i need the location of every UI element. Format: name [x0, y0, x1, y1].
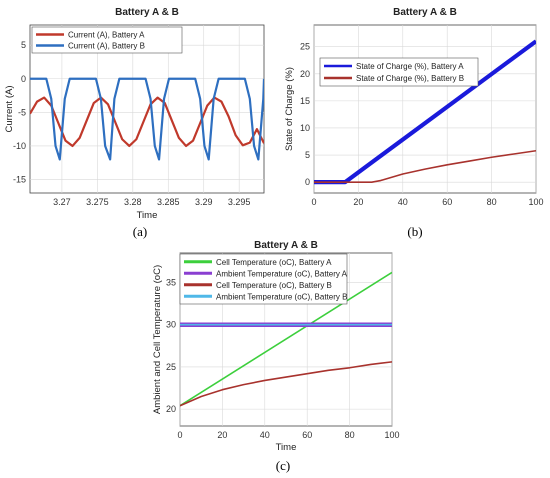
legend-entry: Cell Temperature (oC), Battery B: [216, 281, 332, 290]
x-tick-label: 60: [302, 430, 312, 440]
series-line-1: [180, 271, 392, 407]
x-axis-label: Time: [137, 210, 158, 221]
legend-entry: Cell Temperature (oC), Battery A: [216, 258, 332, 267]
y-tick-label: -15: [13, 175, 26, 185]
y-tick-label: 5: [305, 150, 310, 160]
series-line-1: [30, 96, 264, 148]
y-tick-label: 0: [21, 74, 26, 84]
legend-entry: Ambient Temperature (oC), Battery B: [216, 292, 347, 301]
series-line-2: [314, 149, 536, 183]
x-tick-label: 40: [398, 197, 408, 207]
legend-entry: State of Charge (%), Battery A: [356, 62, 464, 71]
y-axis-label: Current (A): [4, 86, 15, 133]
y-tick-label: 20: [166, 404, 176, 414]
chart-panel-3: 0 20 40 60 80 100 20 25 30 35 Battery A & B Time Amb…: [152, 240, 400, 473]
y-tick-label: 20: [300, 69, 310, 79]
legend-entry: Current (A), Battery B: [68, 42, 145, 51]
x-tick-label: 3.29: [195, 197, 213, 207]
y-tick-label: 10: [300, 123, 310, 133]
chart-title: Battery A & B: [393, 7, 457, 18]
x-tick-label: 0: [177, 430, 182, 440]
legend: Current (A), Battery A Current (A), Batte…: [31, 26, 183, 54]
series-line-3: [180, 361, 392, 407]
y-tick-label: 0: [305, 177, 310, 187]
plot-area: [313, 24, 537, 194]
x-tick-label: 3.285: [157, 197, 180, 207]
panel-label: (a): [133, 224, 147, 239]
y-axis-label: Ambient and Cell Temperature (oC): [152, 265, 163, 414]
legend: Cell Temperature (oC), Battery A Ambient …: [179, 253, 348, 305]
chart-panel-1: 3.27 3.275 3.28 3.285 3.29 3.295 5 0 -5 -10 -15 Bat…: [4, 7, 265, 239]
series-line-2: [30, 77, 264, 161]
x-tick-label: 20: [353, 197, 363, 207]
x-tick-label: 3.275: [86, 197, 109, 207]
legend-entry: State of Charge (%), Battery B: [356, 74, 464, 83]
y-tick-label: 5: [21, 40, 26, 50]
x-axis-label: Time: [276, 442, 297, 453]
x-tick-label: 3.28: [124, 197, 142, 207]
y-tick-label: 25: [166, 362, 176, 372]
x-tick-label: 100: [528, 197, 543, 207]
y-tick-label: -10: [13, 141, 26, 151]
x-tick-label: 0: [311, 197, 316, 207]
chart-title: Battery A & B: [115, 7, 179, 18]
legend: State of Charge (%), Battery A State of C…: [319, 57, 479, 87]
x-tick-label: 20: [217, 430, 227, 440]
y-tick-label: 25: [300, 42, 310, 52]
panel-label: (c): [276, 458, 290, 473]
y-tick-label: 35: [166, 278, 176, 288]
legend-entry: Ambient Temperature (oC), Battery A: [216, 269, 348, 278]
x-tick-label: 80: [487, 197, 497, 207]
y-tick-label: 30: [166, 320, 176, 330]
x-tick-label: 40: [260, 430, 270, 440]
x-tick-label: 60: [442, 197, 452, 207]
x-tick-label: 3.27: [53, 197, 71, 207]
x-tick-label: 80: [345, 430, 355, 440]
legend-box: [31, 26, 183, 54]
y-axis-label: State of Charge (%): [284, 67, 295, 151]
panel-label: (b): [407, 224, 422, 239]
x-tick-label: 3.295: [228, 197, 251, 207]
legend-box: [319, 57, 479, 87]
y-tick-label: 15: [300, 96, 310, 106]
legend-entry: Current (A), Battery A: [68, 31, 145, 40]
chart-title: Battery A & B: [254, 240, 318, 251]
x-tick-label: 100: [384, 430, 399, 440]
chart-panel-2: 0 20 40 60 80 100 0 5 10 15 20 25 Battery A & B State…: [284, 7, 544, 239]
y-tick-label: -5: [18, 107, 26, 117]
